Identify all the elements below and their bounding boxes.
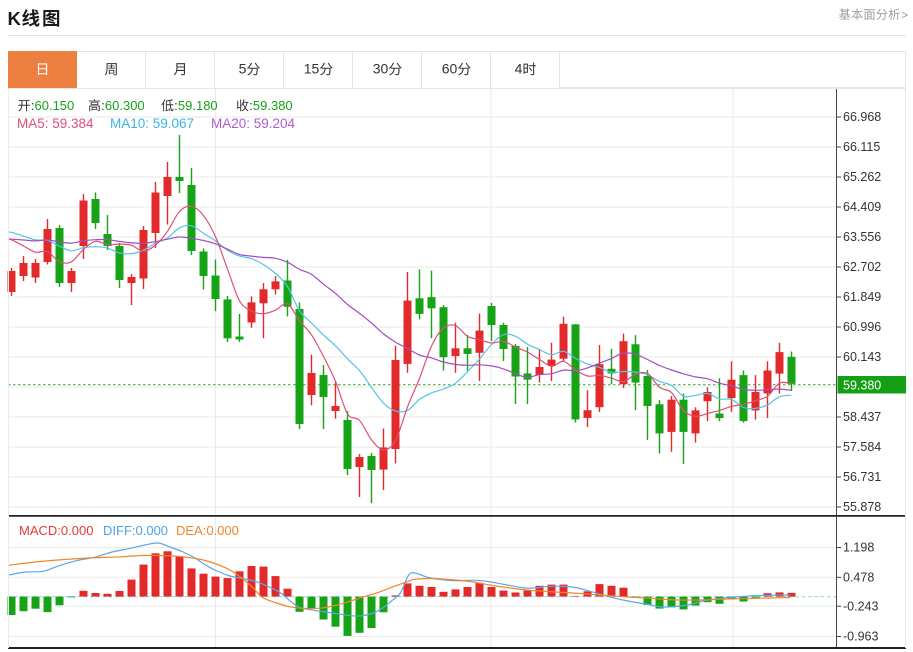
svg-text:59.180: 59.180 [178,98,218,113]
svg-text:60: 60 [442,61,458,77]
svg-text:K: K [8,8,22,29]
svg-text:60.300: 60.300 [105,98,145,113]
svg-text:56.731: 56.731 [843,470,881,484]
svg-text:58.437: 58.437 [843,410,881,424]
svg-text:60.143: 60.143 [843,350,881,364]
svg-text:5: 5 [239,61,247,77]
svg-text:59.380: 59.380 [843,378,881,392]
svg-text::: : [101,98,105,113]
svg-text:59.380: 59.380 [253,98,293,113]
svg-text:66.115: 66.115 [843,140,880,154]
svg-text::: : [174,98,178,113]
svg-text:57.584: 57.584 [843,440,881,454]
svg-text:4: 4 [515,61,523,77]
svg-text:65.262: 65.262 [843,170,881,184]
svg-text:-0.963: -0.963 [843,630,878,644]
svg-text:-0.243: -0.243 [843,599,878,613]
svg-text:62.702: 62.702 [843,260,881,274]
svg-text:55.878: 55.878 [843,500,881,514]
svg-text:60.996: 60.996 [843,320,881,334]
svg-text:66.968: 66.968 [843,110,881,124]
svg-text:60.150: 60.150 [35,98,75,113]
svg-text:1.198: 1.198 [843,541,874,555]
svg-text::: : [249,98,253,113]
svg-text:>: > [901,8,908,22]
svg-text:63.556: 63.556 [843,230,881,244]
svg-text::: : [31,98,35,113]
svg-text:15: 15 [304,61,320,77]
svg-text:61.849: 61.849 [843,290,881,304]
svg-text:0.478: 0.478 [843,571,874,585]
svg-text:64.409: 64.409 [843,200,881,214]
svg-text:30: 30 [373,61,389,77]
